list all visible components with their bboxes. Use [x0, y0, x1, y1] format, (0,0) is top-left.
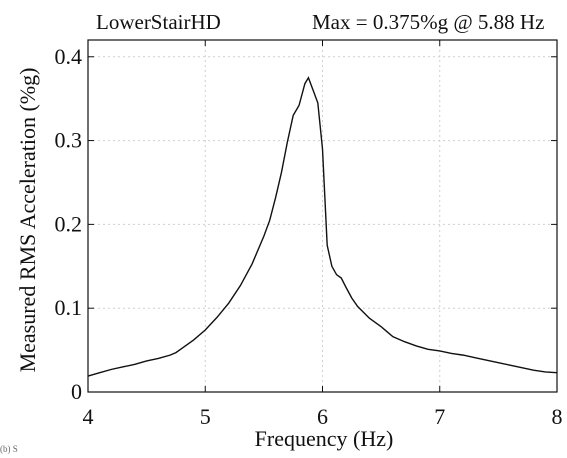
x-tick-label: 4	[83, 404, 94, 429]
grid	[87, 40, 558, 393]
x-tick-label: 5	[200, 404, 211, 429]
ticks: 4 5 6 7 8 0 0.1 0.2 0.3 0.4	[55, 40, 563, 429]
x-tick-label: 7	[434, 404, 445, 429]
chart-title-right: Max = 0.375%g @ 5.88 Hz	[312, 10, 545, 34]
y-tick-label: 0	[71, 379, 82, 404]
x-tick-label: 6	[317, 404, 328, 429]
corner-note: (b) S	[0, 444, 18, 454]
x-tick-label: 8	[552, 404, 563, 429]
series-line	[87, 76, 558, 377]
x-axis-label: Frequency (Hz)	[254, 426, 394, 451]
y-tick-label: 0.1	[55, 295, 83, 320]
y-tick-label: 0.4	[55, 44, 83, 69]
y-tick-label: 0.2	[55, 211, 83, 236]
y-axis-label: Measured RMS Acceleration (%g)	[15, 67, 40, 373]
y-tick-label: 0.3	[55, 128, 83, 153]
plot-frame	[87, 39, 558, 393]
chart-title-left: LowerStairHD	[96, 10, 221, 34]
